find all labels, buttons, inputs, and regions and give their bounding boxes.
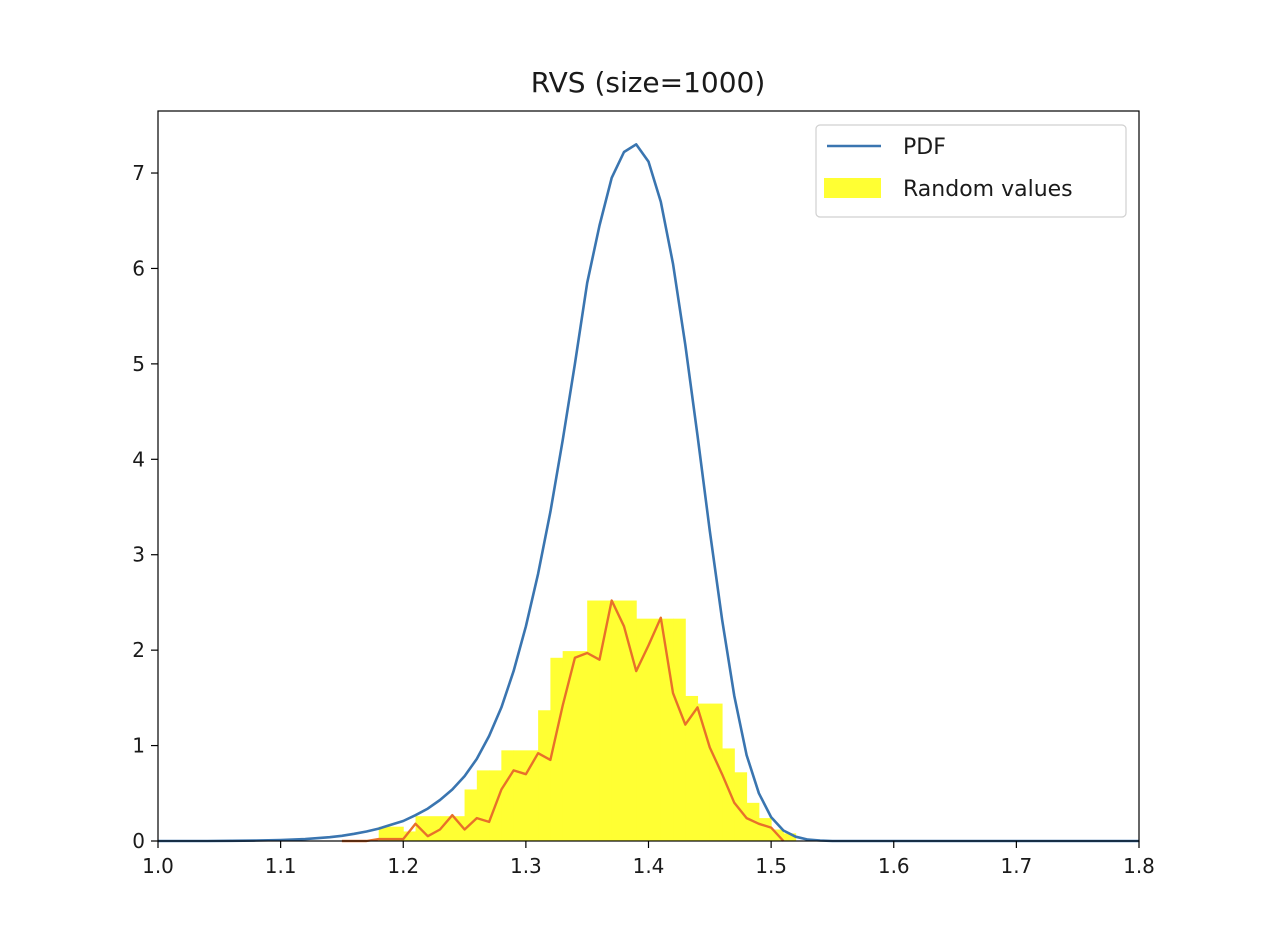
histogram-bar [513,750,539,841]
x-tick-label: 1.4 [633,854,665,878]
histogram-bar [476,770,490,841]
histogram-bar [550,657,564,841]
histogram-bar [734,772,748,841]
histogram-bars [378,600,797,841]
plot-area [158,143,1139,843]
y-tick-label: 0 [132,829,145,853]
histogram-bar [599,600,613,841]
histogram-bar [783,833,797,841]
y-tick-label: 7 [132,161,145,185]
series-lines [158,143,1139,843]
legend-label: PDF [903,135,946,160]
y-tick-label: 6 [132,256,145,280]
x-tick-label: 1.5 [755,854,787,878]
x-tick-label: 1.1 [265,854,297,878]
x-tick-label: 1.8 [1123,854,1155,878]
pdf-line [158,143,1139,843]
y-tick-label: 3 [132,543,145,567]
y-tick-label: 4 [132,447,145,471]
density-line [341,599,785,843]
histogram-bar [611,600,637,841]
histogram-bar [587,600,600,841]
histogram-bar [709,703,723,841]
legend-frame [815,124,1127,218]
histogram-bar [538,710,551,841]
histogram-bar [501,750,515,841]
y-axis: 0 1 2 3 4 5 6 7 [132,161,158,853]
histogram-bar [562,651,588,841]
histogram-bar [403,831,417,841]
histogram-bar [636,618,662,841]
x-tick-label: 1.2 [387,854,419,878]
chart-title: RVS (size=1000) [531,66,766,99]
histogram-bar [722,748,735,841]
histogram-bar [758,818,772,841]
legend-label: Random values [903,177,1073,202]
histogram-bar [673,618,686,841]
histogram-bar [697,703,711,841]
x-tick-label: 1.6 [878,854,910,878]
x-tick-label: 1.7 [1000,854,1032,878]
histogram-bar [464,789,478,841]
y-tick-label: 2 [132,638,145,662]
legend: PDF Random values [815,124,1127,218]
legend-patch-swatch [824,178,881,198]
histogram-bar [378,826,404,841]
x-tick-label: 1.0 [142,854,174,878]
y-tick-label: 5 [132,352,145,376]
y-tick-label: 1 [132,734,145,758]
x-axis: 1.0 1.1 1.2 1.3 1.4 1.5 1.6 1.7 1.8 [142,841,1155,878]
x-tick-label: 1.3 [510,854,542,878]
histogram-bar [685,695,699,841]
histogram-bar [440,816,466,841]
